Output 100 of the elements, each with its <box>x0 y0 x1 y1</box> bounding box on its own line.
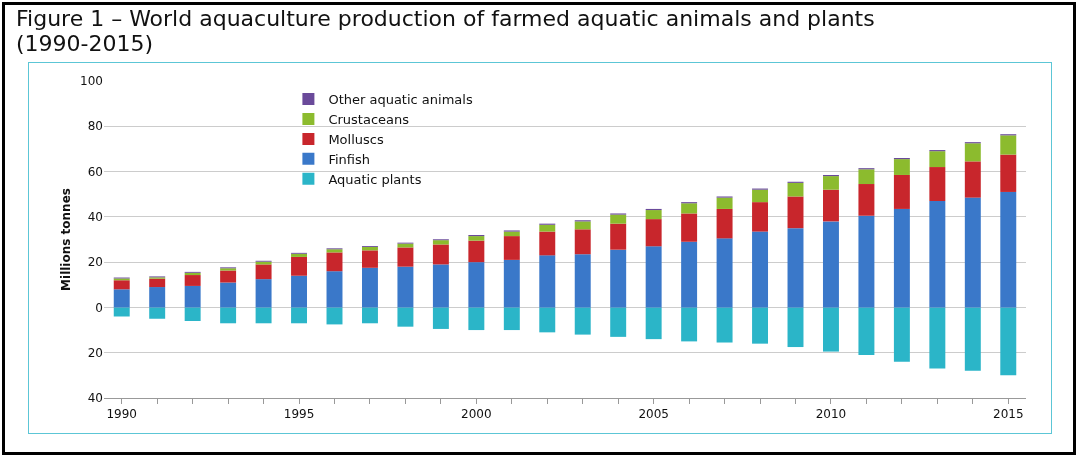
bar <box>1000 191 1017 308</box>
bar <box>326 307 343 325</box>
bar <box>645 246 662 308</box>
bar <box>893 307 910 362</box>
bar <box>1000 307 1017 376</box>
bar <box>681 241 698 308</box>
legend-label: Finfish <box>328 151 370 167</box>
y-axis-title: Millions tonnes <box>59 188 73 291</box>
bar <box>361 267 378 308</box>
bar <box>964 161 981 198</box>
bar <box>361 250 378 268</box>
bar <box>822 189 839 222</box>
bar <box>1000 135 1017 155</box>
bar <box>255 279 272 308</box>
bar <box>220 307 237 324</box>
bar <box>291 307 308 324</box>
bar <box>716 208 733 239</box>
bar <box>539 307 556 333</box>
bar <box>787 228 804 308</box>
bar <box>858 307 875 355</box>
bar <box>716 197 733 209</box>
bar <box>610 307 627 337</box>
bar <box>432 264 449 308</box>
x-tick-label: 2015 <box>993 407 1024 422</box>
y-tick-label: 80 <box>87 119 103 134</box>
bar <box>752 231 769 308</box>
bar <box>468 307 485 331</box>
bar <box>929 151 946 168</box>
bar <box>610 214 627 224</box>
bar <box>787 182 804 197</box>
bar <box>893 159 910 175</box>
bar <box>539 231 556 256</box>
bar <box>929 167 946 202</box>
bar <box>184 307 201 322</box>
legend-label: Other aquatic animals <box>328 92 473 108</box>
chart-title: Figure 1 – World aquaculture production of farmed aquatic animals and plants (1990-2015) <box>16 6 876 56</box>
y-tick-label: 20 <box>87 255 103 270</box>
bar <box>184 285 201 308</box>
bar <box>929 201 946 308</box>
bar <box>574 307 591 335</box>
bar <box>503 236 520 260</box>
bar <box>858 184 875 216</box>
x-tick-label: 2005 <box>638 407 669 422</box>
bar <box>645 210 662 220</box>
bar <box>1000 154 1017 192</box>
bar <box>397 307 414 327</box>
bar <box>432 240 449 245</box>
bar <box>503 259 520 308</box>
bar <box>397 266 414 308</box>
bar <box>468 236 485 241</box>
bar <box>574 254 591 308</box>
bar <box>716 238 733 308</box>
bar <box>432 244 449 265</box>
bar <box>255 264 272 280</box>
bar <box>681 203 698 214</box>
y-tick-label: 20 <box>87 345 103 360</box>
bar <box>149 278 166 288</box>
bar <box>645 219 662 247</box>
bar <box>716 307 733 343</box>
y-tick-label: 0 <box>95 300 103 315</box>
bar <box>893 174 910 209</box>
legend-label: Crustaceans <box>328 112 410 128</box>
bar <box>752 307 769 344</box>
bar <box>149 287 166 308</box>
bar <box>964 197 981 308</box>
bar <box>291 275 308 308</box>
bar <box>822 307 839 352</box>
bar <box>645 307 662 340</box>
bar <box>149 307 166 319</box>
x-tick-label: 2010 <box>815 407 847 422</box>
bar <box>184 275 201 286</box>
bar <box>113 307 130 317</box>
bar <box>220 282 237 308</box>
bar <box>893 208 910 308</box>
bar <box>752 202 769 232</box>
bar <box>503 307 520 331</box>
bar <box>113 289 130 308</box>
bar <box>361 307 378 324</box>
bar <box>681 213 698 242</box>
y-tick-label: 100 <box>80 74 103 89</box>
bar <box>574 221 591 230</box>
bar <box>361 246 378 251</box>
bar <box>539 224 556 232</box>
bar <box>787 196 804 229</box>
y-tick-label: 40 <box>87 210 103 225</box>
bar <box>858 169 875 185</box>
bar <box>397 247 414 267</box>
bar <box>964 307 981 371</box>
x-tick-label: 1990 <box>106 407 137 422</box>
legend-label: Molluscs <box>328 131 384 147</box>
bar <box>929 307 946 369</box>
bar <box>432 307 449 329</box>
bar <box>255 307 272 324</box>
x-tick-label: 1995 <box>283 407 315 422</box>
x-tick-label: 2000 <box>461 407 492 422</box>
bar <box>822 221 839 308</box>
bar <box>681 307 698 342</box>
bar <box>326 252 343 272</box>
bar <box>858 215 875 308</box>
y-tick-label: 40 <box>87 391 103 406</box>
